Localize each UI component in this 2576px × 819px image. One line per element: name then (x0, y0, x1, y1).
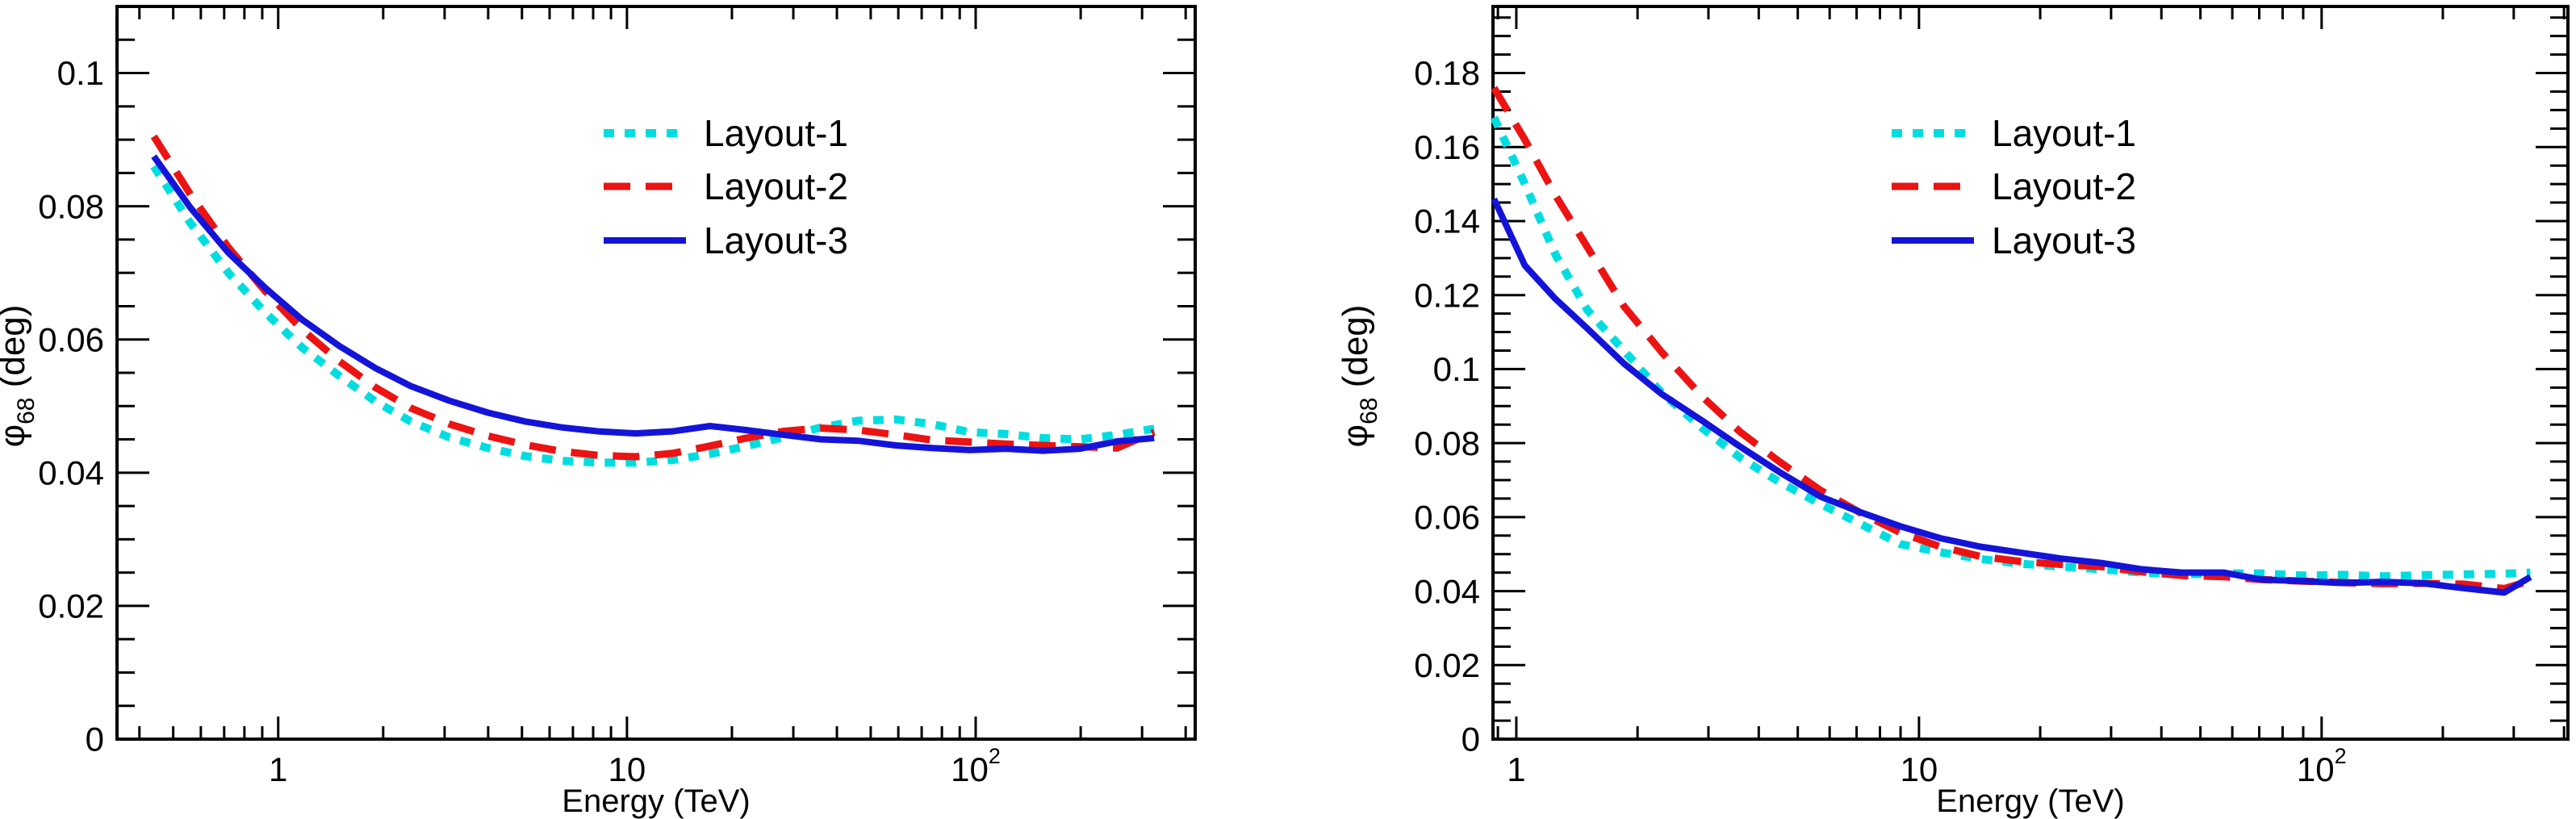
y-tick-label: 0.04 (38, 454, 104, 492)
y-tick-label: 0.02 (38, 587, 104, 625)
x-axis-ticks (138, 6, 1187, 739)
legend-label-layout-3: Layout-3 (704, 219, 848, 261)
y-tick-label: 0 (86, 721, 104, 758)
x-tick-label: 10 (608, 750, 646, 788)
legend-label-layout-2: Layout-2 (704, 165, 848, 207)
x-tick-label: 102 (951, 744, 1001, 788)
plot-frame (1491, 5, 2570, 741)
x-axis-title: Energy (TeV) (562, 783, 750, 819)
legend-label-layout-1: Layout-1 (1992, 112, 2136, 154)
y-tick-label: 0.06 (38, 320, 104, 358)
y-tick-label: 0.08 (1414, 424, 1480, 462)
y-tick-label: 0 (1462, 721, 1480, 758)
y-tick-label: 0.16 (1414, 128, 1480, 166)
series-line-layout-3 (1491, 197, 2532, 596)
series-line-layout-2 (1491, 86, 2532, 592)
series-curves (1490, 86, 2532, 596)
legend: Layout-1 Layout-2 Layout-3 (1892, 112, 2136, 261)
x-axis-title: Energy (TeV) (1936, 783, 2124, 819)
y-tick-label: 0.04 (1414, 572, 1480, 610)
y-tick-label: 0.18 (1414, 54, 1480, 92)
plot-frame (115, 5, 1197, 741)
chart-left-panel: 1 10 102 0 0.02 0.04 0.06 0.08 0.1 Energy (TeV) φ6… (0, 5, 1197, 819)
x-axis-ticks (1496, 6, 2566, 739)
y-tick-label: 0.08 (38, 187, 104, 225)
y-tick-label: 0.06 (1414, 499, 1480, 537)
y-tick-label: 0.1 (57, 54, 104, 92)
y-axis-ticks (117, 38, 1195, 741)
series-curves (150, 134, 1156, 467)
x-tick-label: 1 (269, 750, 287, 788)
y-tick-label: 0.14 (1414, 203, 1480, 240)
series-line-layout-3 (151, 154, 1155, 454)
y-axis-title: φ68 (deg) (0, 305, 40, 448)
y-tick-label: 0.02 (1414, 646, 1480, 684)
legend-label-layout-3: Layout-3 (1992, 219, 2136, 261)
series-line-layout-2 (150, 134, 1156, 461)
series-line-layout-1 (1490, 115, 2531, 581)
legend-label-layout-2: Layout-2 (1992, 165, 2136, 207)
x-tick-label: 1 (1507, 750, 1525, 788)
y-axis-title: φ68 (deg) (1336, 305, 1382, 448)
x-tick-label: 102 (2297, 744, 2347, 788)
chart-right-panel: 1 10 102 0 0.02 0.04 0.06 0.08 0.1 0.12 0.14 0.16 0.… (1336, 5, 2570, 819)
series-line-layout-1 (150, 164, 1156, 467)
x-tick-label: 10 (1901, 750, 1938, 788)
y-tick-label: 0.1 (1433, 350, 1480, 388)
legend: Layout-1 Layout-2 Layout-3 (604, 112, 848, 261)
legend-label-layout-1: Layout-1 (704, 112, 848, 154)
y-tick-label: 0.12 (1414, 276, 1480, 314)
